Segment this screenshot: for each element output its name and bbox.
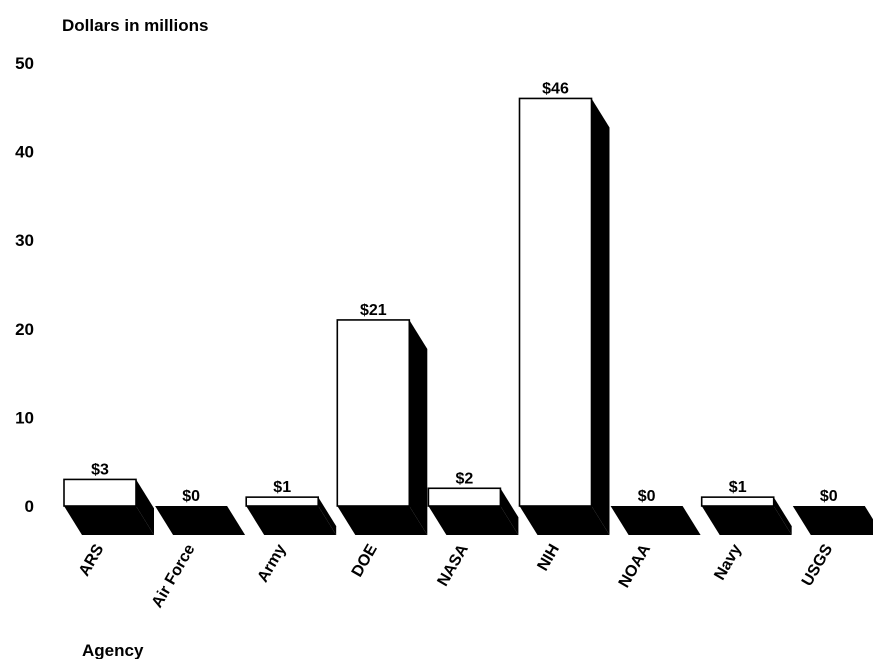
bar-floor-shadow xyxy=(610,506,701,535)
bar-side-shadow xyxy=(409,319,428,535)
bar-navy xyxy=(700,496,792,535)
data-label: $0 xyxy=(182,488,200,505)
x-axis-title: Agency xyxy=(82,641,144,659)
bar-face xyxy=(245,496,319,507)
bar-ars xyxy=(63,478,154,535)
bar-nasa xyxy=(427,487,519,535)
bar-face xyxy=(63,478,137,507)
category-label: NOAA xyxy=(616,541,654,591)
bar-side-shadow xyxy=(136,479,154,535)
category-label: Army xyxy=(254,541,289,585)
data-label: $2 xyxy=(456,470,474,487)
bar-floor-shadow xyxy=(246,506,337,535)
bar-noaa xyxy=(610,506,701,535)
data-label: $0 xyxy=(638,488,656,505)
data-label: $1 xyxy=(729,479,747,496)
y-tick-label: 20 xyxy=(15,320,34,339)
bar-doe xyxy=(336,319,428,535)
bar-floor-shadow xyxy=(155,506,246,535)
y-tick-label: 10 xyxy=(15,408,34,427)
bar-floor-shadow xyxy=(337,506,428,535)
bar-face xyxy=(700,496,775,507)
bar-side-shadow xyxy=(318,497,337,535)
bar-nih xyxy=(518,97,610,535)
y-tick-label: 50 xyxy=(15,54,34,73)
bar-floor-shadow xyxy=(519,506,610,535)
y-tick-label: 30 xyxy=(15,231,34,250)
category-label: DOE xyxy=(349,541,381,580)
data-label: $3 xyxy=(91,461,109,478)
y-axis-title: Dollars in millions xyxy=(62,16,208,35)
bar-side-shadow xyxy=(773,497,792,535)
bar-usgs xyxy=(792,506,873,535)
data-label: $0 xyxy=(820,488,838,505)
y-tick-label: 40 xyxy=(15,143,34,162)
category-label: NIH xyxy=(534,542,563,574)
category-label: Navy xyxy=(711,541,745,583)
category-label: USGS xyxy=(799,541,837,589)
y-axis-ticks: 0 10 20 30 40 50 xyxy=(15,54,34,516)
y-tick-label: 0 xyxy=(25,497,34,516)
data-label: $21 xyxy=(360,302,387,319)
category-label: Air Force xyxy=(149,541,199,610)
bar-air-force xyxy=(155,506,246,535)
bar-face xyxy=(427,487,502,507)
bars xyxy=(63,97,873,535)
data-labels: $3 $0 $1 $21 $2 $46 $0 $1 $0 xyxy=(91,80,838,505)
category-label: ARS xyxy=(76,541,108,579)
data-label: $46 xyxy=(542,80,569,97)
category-label: NASA xyxy=(434,541,472,589)
bar-army xyxy=(245,496,337,535)
bar-floor-shadow xyxy=(701,506,792,535)
bar-side-shadow xyxy=(500,488,519,535)
category-labels: ARS Air Force Army DOE NASA NIH NOAA Navy USGS xyxy=(76,541,837,611)
bar-face xyxy=(518,97,593,507)
bar-floor-shadow xyxy=(428,506,519,535)
bar-side-shadow xyxy=(591,98,610,535)
data-label: $1 xyxy=(273,479,291,496)
bar-face xyxy=(336,319,411,507)
bar-floor-shadow xyxy=(792,506,873,535)
bar-floor-shadow xyxy=(64,506,154,535)
